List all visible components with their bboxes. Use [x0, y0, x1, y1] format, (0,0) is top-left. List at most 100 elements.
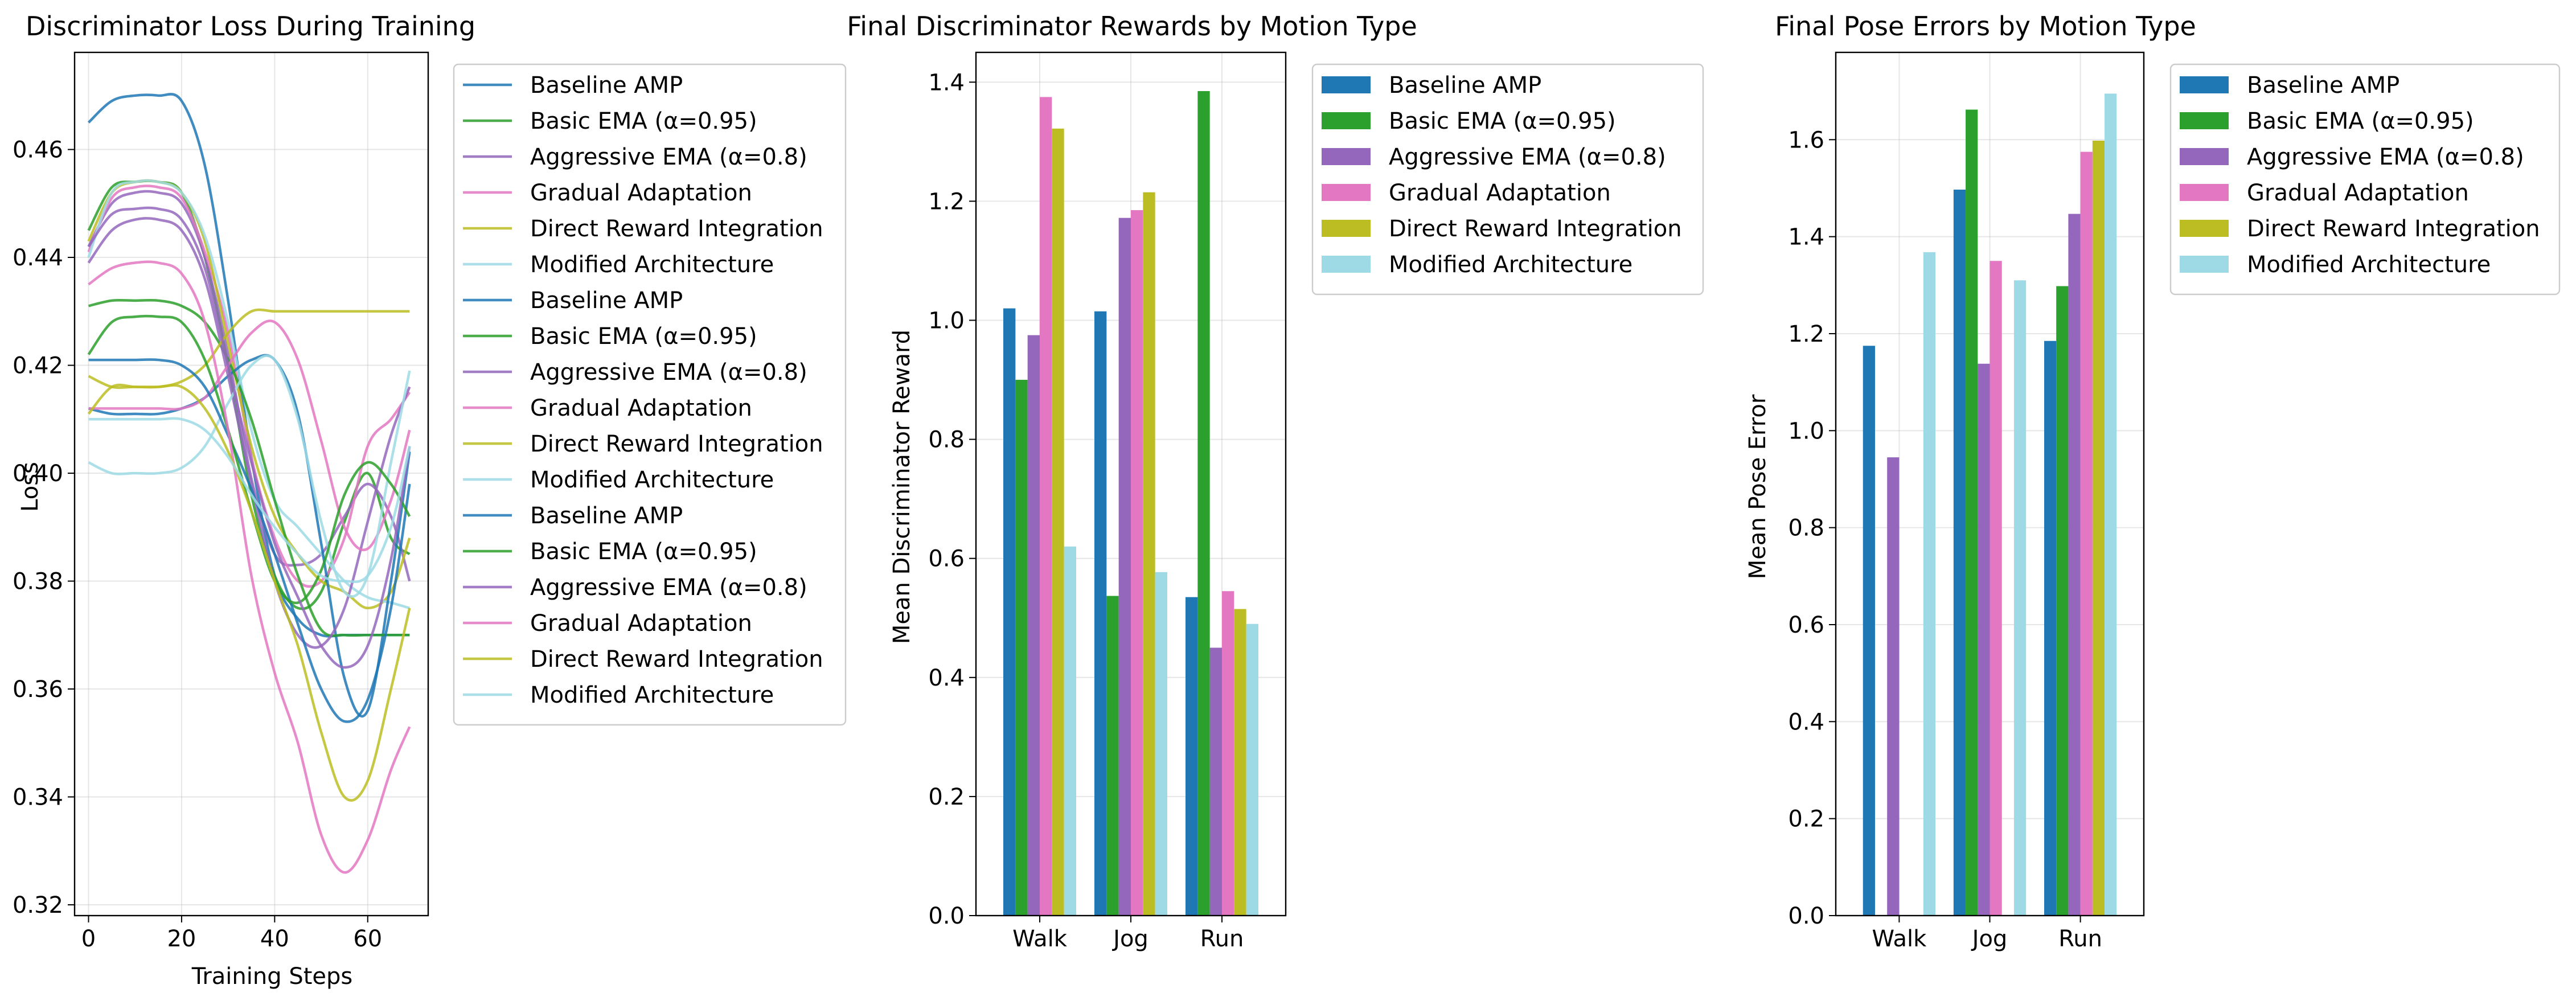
y-tick-label: 1.4 — [928, 69, 965, 96]
legend-label: Modified Architecture — [530, 252, 774, 278]
bar — [1027, 335, 1040, 916]
y-axis-label: Mean Discriminator Reward — [889, 330, 915, 644]
legend-swatch — [2180, 256, 2229, 273]
bar — [2013, 280, 2027, 916]
legend-label: Aggressive EMA (α=0.8) — [1389, 144, 1666, 170]
series-line — [87, 184, 411, 588]
y-tick-label: 1.2 — [1788, 321, 1824, 347]
bar — [1246, 623, 1258, 916]
legend-swatch — [2180, 112, 2229, 129]
y-tick-label: 0.2 — [928, 784, 965, 810]
legend-label: Aggressive EMA (α=0.8) — [530, 575, 807, 601]
legend-swatch — [1322, 148, 1371, 165]
legend-label: Gradual Adaptation — [530, 395, 752, 421]
series-line — [87, 206, 411, 669]
bar — [2056, 286, 2069, 916]
legend-label: Aggressive EMA (α=0.8) — [530, 144, 807, 170]
legend-swatch — [1322, 76, 1371, 93]
bar — [1234, 609, 1246, 916]
y-tick-label: 0.8 — [928, 427, 965, 453]
chart-title: Discriminator Loss During Training — [26, 11, 475, 42]
series-line — [88, 354, 411, 598]
y-tick-label: 1.2 — [928, 188, 965, 215]
bar — [1155, 572, 1167, 916]
x-tick-label: 20 — [167, 926, 196, 952]
series-line — [88, 308, 410, 389]
y-tick-label: 0.0 — [1788, 903, 1824, 929]
series-line — [87, 190, 411, 582]
y-tick-label: 0.40 — [13, 461, 63, 487]
legend-swatch — [1322, 220, 1371, 237]
bar — [1186, 597, 1198, 916]
legend-label: Modified Architecture — [1389, 252, 1632, 278]
y-tick-label: 0.44 — [13, 245, 63, 271]
bar — [1953, 190, 1966, 916]
chart-title: Final Discriminator Rewards by Motion Ty… — [847, 11, 1417, 42]
legend-label: Gradual Adaptation — [530, 610, 752, 637]
bar — [1978, 363, 1990, 916]
bar — [1887, 457, 1900, 916]
bar — [1923, 252, 1936, 916]
bar — [1106, 596, 1119, 916]
series-line — [88, 358, 411, 723]
x-tick-label: Walk — [1012, 926, 1068, 952]
x-tick-label: Run — [2058, 926, 2102, 952]
bar — [1222, 591, 1234, 916]
y-tick-label: 1.6 — [1788, 127, 1824, 153]
x-tick-label: Jog — [1971, 926, 2008, 952]
y-tick-label: 0.36 — [13, 676, 63, 703]
bar — [1094, 311, 1107, 916]
axes-frame — [1835, 51, 2145, 917]
legend-label: Baseline AMP — [530, 72, 683, 99]
legend-label: Gradual Adaptation — [530, 180, 752, 206]
bar — [1118, 218, 1131, 916]
bar — [2068, 214, 2081, 916]
legend-label: Basic EMA (α=0.95) — [530, 539, 757, 565]
bar — [1197, 91, 1210, 916]
loss-line-chart: Discriminator Loss During Training Train… — [13, 11, 847, 990]
bar — [1015, 380, 1028, 916]
x-tick-label: Run — [1200, 926, 1244, 952]
chart-title: Final Pose Errors by Motion Type — [1775, 11, 2196, 42]
bar — [1064, 546, 1076, 916]
legend-label: Direct Reward Integration — [2247, 216, 2540, 242]
bar — [1990, 261, 2002, 916]
y-axis-label: Loss — [17, 462, 43, 512]
series-line — [88, 260, 411, 874]
legend-label: Modified Architecture — [530, 467, 774, 493]
legend-box — [1311, 63, 1704, 296]
bar — [2080, 151, 2093, 916]
axes-frame — [73, 51, 429, 917]
bar — [2105, 93, 2117, 916]
x-tick-label: 40 — [260, 926, 289, 952]
legend-swatch — [2180, 220, 2229, 237]
series-line — [88, 417, 411, 583]
y-tick-label: 0.4 — [1788, 709, 1824, 735]
y-tick-label: 0.42 — [13, 353, 63, 379]
legend-label: Direct Reward Integration — [530, 431, 823, 457]
legend-label: Baseline AMP — [2247, 72, 2399, 99]
legend-label: Basic EMA (α=0.95) — [1389, 108, 1616, 134]
y-tick-label: 0.0 — [928, 903, 965, 929]
bar — [1143, 192, 1155, 916]
bar — [1863, 346, 1875, 916]
bar — [1209, 647, 1222, 916]
legend-label: Modified Architecture — [2247, 252, 2491, 278]
y-tick-label: 0.2 — [1788, 806, 1824, 832]
legend-label: Basic EMA (α=0.95) — [2247, 108, 2474, 134]
bar — [2092, 141, 2105, 916]
legend-swatch — [1322, 184, 1371, 201]
y-tick-label: 0.6 — [1788, 612, 1824, 638]
legend-label: Baseline AMP — [530, 288, 683, 314]
legend-box — [2169, 63, 2561, 296]
y-tick-label: 1.0 — [928, 307, 965, 334]
legend-box — [453, 63, 847, 726]
x-tick-label: 60 — [353, 926, 382, 952]
y-tick-label: 0.46 — [13, 137, 63, 163]
y-tick-label: 0.32 — [13, 892, 63, 918]
legend-label: Basic EMA (α=0.95) — [530, 108, 757, 134]
bar — [1040, 97, 1052, 916]
legend-label: Direct Reward Integration — [530, 216, 823, 242]
series-line — [88, 319, 411, 551]
